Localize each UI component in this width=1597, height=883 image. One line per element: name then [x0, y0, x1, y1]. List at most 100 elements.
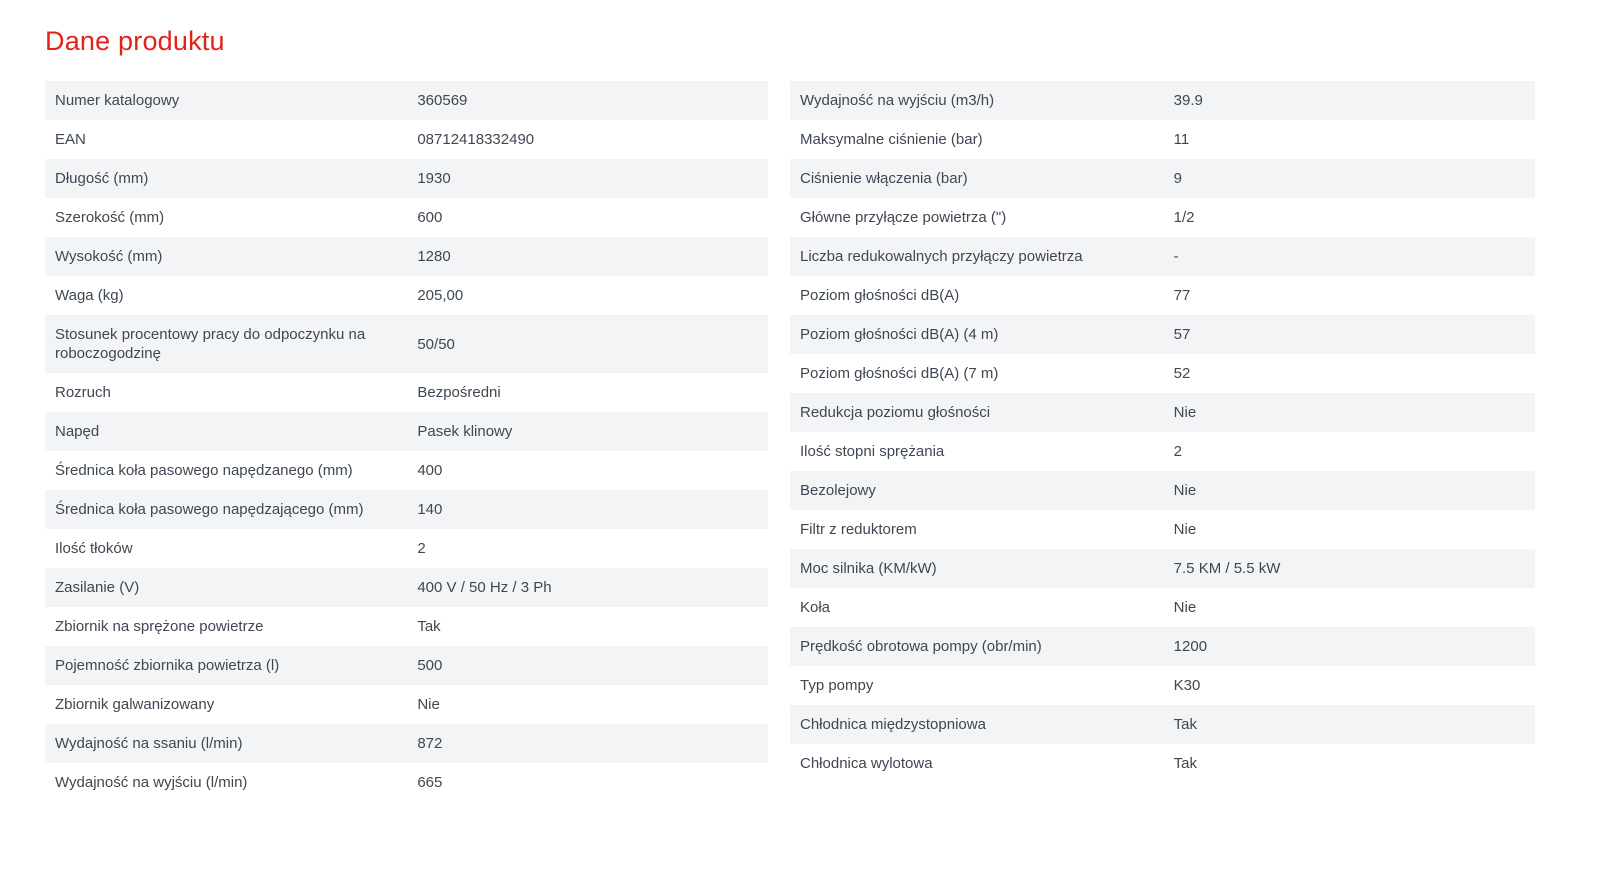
- spec-row: Bezolejowy Nie: [790, 471, 1535, 510]
- spec-label: Moc silnika (KM/kW): [800, 560, 937, 577]
- spec-value: 2: [417, 540, 426, 557]
- spec-value: Tak: [1173, 716, 1198, 733]
- spec-value: 205,00: [417, 287, 464, 304]
- spec-label: Napęd: [55, 423, 100, 440]
- spec-value: 52: [1173, 365, 1191, 382]
- spec-label: Chłodnica międzystopniowa: [800, 716, 986, 733]
- spec-label: Waga (kg): [55, 287, 124, 304]
- spec-label: Typ pompy: [800, 677, 874, 694]
- spec-row: Filtr z reduktorem Nie: [790, 510, 1535, 549]
- spec-value: K30: [1173, 677, 1201, 694]
- spec-row: Wydajność na ssaniu (l/min) 872: [45, 724, 768, 763]
- spec-value: Nie: [1173, 482, 1197, 499]
- spec-value: 39.9: [1173, 92, 1203, 109]
- spec-value: Tak: [1173, 755, 1198, 772]
- spec-row: Poziom głośności dB(A) (7 m) 52: [790, 354, 1535, 393]
- spec-row: Poziom głośności dB(A) 77: [790, 276, 1535, 315]
- spec-row: Redukcja poziomu głośności Nie: [790, 393, 1535, 432]
- spec-row: Wydajność na wyjściu (m3/h) 39.9: [790, 81, 1535, 120]
- spec-row: Ilość tłoków 2: [45, 529, 768, 568]
- spec-row: Zasilanie (V) 400 V / 50 Hz / 3 Ph: [45, 568, 768, 607]
- spec-table-right: Wydajność na wyjściu (m3/h) 39.9 Maksymaln…: [790, 81, 1535, 783]
- spec-row: Poziom głośności dB(A) (4 m) 57: [790, 315, 1535, 354]
- spec-value: 665: [417, 774, 443, 791]
- spec-value: 2: [1173, 443, 1183, 460]
- spec-label: Maksymalne ciśnienie (bar): [800, 131, 983, 148]
- spec-row: Stosunek procentowy pracy do odpoczynku …: [45, 315, 768, 373]
- spec-row: Typ pompy K30: [790, 666, 1535, 705]
- spec-value: Bezpośredni: [417, 384, 501, 401]
- spec-row: Ilość stopni sprężania 2: [790, 432, 1535, 471]
- spec-value: 400: [417, 462, 443, 479]
- spec-label: Wydajność na ssaniu (l/min): [55, 735, 243, 752]
- spec-label: Wysokość (mm): [55, 248, 163, 265]
- spec-row: Maksymalne ciśnienie (bar) 11: [790, 120, 1535, 159]
- spec-label: Stosunek procentowy pracy do odpoczynku …: [55, 326, 366, 362]
- spec-label: Średnica koła pasowego napędzanego (mm): [55, 462, 353, 479]
- spec-label: Zasilanie (V): [55, 579, 140, 596]
- spec-label: Pojemność zbiornika powietrza (l): [55, 657, 280, 674]
- spec-value: 500: [417, 657, 443, 674]
- spec-label: Ilość stopni sprężania: [800, 443, 945, 460]
- spec-value: 1/2: [1173, 209, 1195, 226]
- spec-row: Główne przyłącze powietrza (") 1/2: [790, 198, 1535, 237]
- spec-row: Szerokość (mm) 600: [45, 198, 768, 237]
- spec-table-left: Numer katalogowy 360569 EAN 08712418332490 D…: [45, 81, 768, 802]
- spec-value: 50/50: [417, 335, 455, 353]
- spec-row: Wysokość (mm) 1280: [45, 237, 768, 276]
- spec-row: Prędkość obrotowa pompy (obr/min) 1200: [790, 627, 1535, 666]
- spec-row: Chłodnica wylotowa Tak: [790, 744, 1535, 783]
- spec-label: Prędkość obrotowa pompy (obr/min): [800, 638, 1042, 655]
- spec-value: Nie: [1173, 521, 1197, 538]
- spec-label: Poziom głośności dB(A) (7 m): [800, 365, 999, 382]
- spec-tables-container: Numer katalogowy 360569 EAN 08712418332490 D…: [45, 81, 1535, 802]
- spec-label: Chłodnica wylotowa: [800, 755, 933, 772]
- spec-row: Rozruch Bezpośredni: [45, 373, 768, 412]
- spec-label: Rozruch: [55, 384, 111, 401]
- spec-row: Średnica koła pasowego napędzającego (mm…: [45, 490, 768, 529]
- spec-label: Redukcja poziomu głośności: [800, 404, 991, 421]
- spec-label: Numer katalogowy: [55, 92, 180, 109]
- spec-value: Nie: [1173, 404, 1197, 421]
- spec-row: Zbiornik galwanizowany Nie: [45, 685, 768, 724]
- spec-row: EAN 08712418332490: [45, 120, 768, 159]
- spec-row: Numer katalogowy 360569: [45, 81, 768, 120]
- spec-row: Moc silnika (KM/kW) 7.5 KM / 5.5 kW: [790, 549, 1535, 588]
- spec-row: Średnica koła pasowego napędzanego (mm) 4…: [45, 451, 768, 490]
- spec-value: 77: [1173, 287, 1191, 304]
- spec-label: Szerokość (mm): [55, 209, 165, 226]
- spec-label: Liczba redukowalnych przyłączy powietrza: [800, 248, 1083, 265]
- spec-value: 57: [1173, 326, 1191, 343]
- spec-value: 872: [417, 735, 443, 752]
- spec-row: Wydajność na wyjściu (l/min) 665: [45, 763, 768, 802]
- page-title: Dane produktu: [45, 26, 225, 56]
- product-data-page: Dane produktu Numer katalogowy 360569 EAN 0…: [0, 24, 1597, 883]
- spec-value: 1200: [1173, 638, 1208, 655]
- spec-label: Poziom głośności dB(A) (4 m): [800, 326, 999, 343]
- spec-value: -: [1173, 248, 1179, 265]
- spec-label: Długość (mm): [55, 170, 149, 187]
- spec-value: 1280: [417, 248, 451, 265]
- spec-value: 140: [417, 501, 443, 518]
- spec-value: 7.5 KM / 5.5 kW: [1173, 560, 1281, 577]
- spec-value: 11: [1173, 131, 1190, 148]
- spec-label: Bezolejowy: [800, 482, 876, 499]
- spec-label: Średnica koła pasowego napędzającego (mm…: [55, 501, 364, 518]
- spec-label: Koła: [800, 599, 831, 616]
- spec-row: Koła Nie: [790, 588, 1535, 627]
- spec-label: Ciśnienie włączenia (bar): [800, 170, 968, 187]
- spec-label: Zbiornik na sprężone powietrze: [55, 618, 264, 635]
- spec-value: Nie: [1173, 599, 1197, 616]
- spec-row: Zbiornik na sprężone powietrze Tak: [45, 607, 768, 646]
- spec-value: 600: [417, 209, 443, 226]
- spec-label: Zbiornik galwanizowany: [55, 696, 215, 713]
- spec-label: Ilość tłoków: [55, 540, 133, 557]
- spec-value: 08712418332490: [417, 131, 535, 148]
- spec-value: 1930: [417, 170, 451, 187]
- spec-label: Filtr z reduktorem: [800, 521, 917, 538]
- spec-label: Główne przyłącze powietrza ("): [800, 209, 1007, 226]
- spec-row: Ciśnienie włączenia (bar) 9: [790, 159, 1535, 198]
- spec-row: Liczba redukowalnych przyłączy powietrza…: [790, 237, 1535, 276]
- spec-value: Nie: [417, 696, 440, 713]
- spec-label: Wydajność na wyjściu (m3/h): [800, 92, 995, 109]
